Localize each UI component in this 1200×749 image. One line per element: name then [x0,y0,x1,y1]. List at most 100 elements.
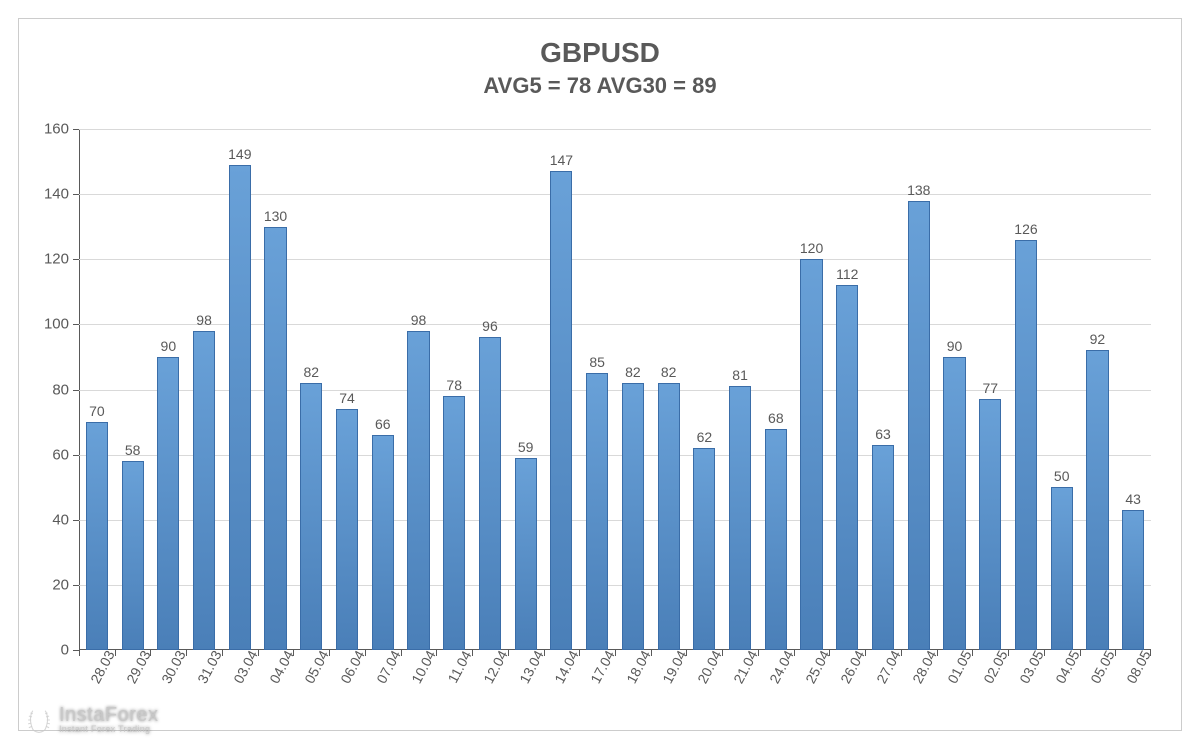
x-axis-label: 30.03 [158,648,189,686]
bar [264,227,286,650]
bar-value-label: 138 [907,182,930,198]
bar-slot: 12025.04 [794,129,830,650]
x-axis-label: 18.04 [623,648,654,686]
x-tick-mark [1115,650,1116,656]
bar-slot: 9612.04 [472,129,508,650]
bar-slot: 13828.04 [901,129,937,650]
bar-value-label: 130 [264,208,287,224]
chart-subtitle: AVG5 = 78 AVG30 = 89 [19,73,1181,99]
bar [515,458,537,650]
x-axis-label: 07.04 [373,648,404,686]
bar-slot: 8121.04 [722,129,758,650]
bar-value-label: 112 [836,266,858,282]
bar-slot: 7811.04 [436,129,472,650]
bar-value-label: 82 [661,364,677,380]
x-axis-label: 05.05 [1088,648,1119,686]
x-tick-mark [901,650,902,656]
bar [300,383,322,650]
bar-slot: 8218.04 [615,129,651,650]
x-tick-mark [401,650,402,656]
bar-slot: 14903.04 [222,129,258,650]
y-axis-label: 60 [52,446,69,463]
bar [443,396,465,650]
watermark-brand: InstaForex [59,705,158,725]
bar-value-label: 66 [375,416,391,432]
bar-value-label: 96 [482,318,498,334]
bar-value-label: 59 [518,439,534,455]
x-axis-label: 12.04 [480,648,511,686]
y-axis-label: 100 [44,316,69,333]
x-tick-mark [865,650,866,656]
bar-value-label: 82 [303,364,319,380]
x-tick-mark [579,650,580,656]
bar [729,386,751,650]
bar-slot: 4308.05 [1115,129,1151,650]
x-axis-label: 28.03 [87,648,118,686]
x-tick-mark [544,650,545,656]
x-tick-mark [829,650,830,656]
x-tick-mark [972,650,973,656]
bar-value-label: 92 [1090,331,1106,347]
x-axis-label: 14.04 [552,648,583,686]
bar-value-label: 50 [1054,468,1070,484]
bar-slot: 5913.04 [508,129,544,650]
bar [1015,240,1037,650]
x-tick-mark [1008,650,1009,656]
bar [479,337,501,650]
y-axis-label: 40 [52,511,69,528]
bar-value-label: 98 [196,312,212,328]
watermark-tagline: Instant Forex Trading [59,725,158,734]
x-tick-mark [79,650,80,656]
bar [372,435,394,650]
bar-value-label: 68 [768,410,784,426]
x-tick-mark [1150,650,1151,656]
bar-value-label: 81 [732,367,748,383]
x-axis-label: 10.04 [409,648,440,686]
x-tick-mark [436,650,437,656]
bar-value-label: 147 [550,152,573,168]
x-axis-label: 17.04 [587,648,618,686]
x-tick-mark [115,650,116,656]
bar-slot: 7702.05 [972,129,1008,650]
bar [979,399,1001,650]
bar [86,422,108,650]
x-axis-label: 13.04 [516,648,547,686]
bar [693,448,715,650]
bar [229,165,251,650]
bar-slot: 5004.05 [1044,129,1080,650]
bar [122,461,144,650]
x-tick-mark [508,650,509,656]
x-tick-mark [794,650,795,656]
bar-value-label: 78 [446,377,462,393]
x-axis-label: 03.04 [230,648,261,686]
bar-slot: 8517.04 [579,129,615,650]
x-tick-mark [222,650,223,656]
bar-value-label: 70 [89,403,105,419]
x-tick-mark [293,650,294,656]
x-tick-mark [329,650,330,656]
x-axis-label: 21.04 [730,648,761,686]
x-axis-label: 04.04 [266,648,297,686]
bar-value-label: 120 [800,240,823,256]
bar-value-label: 74 [339,390,355,406]
x-axis-label: 03.05 [1016,648,1047,686]
x-axis-label: 05.04 [301,648,332,686]
bar-value-label: 126 [1014,221,1037,237]
x-tick-mark [758,650,759,656]
bars-container: 7028.035829.039030.039831.0314903.041300… [79,129,1151,650]
x-tick-mark [1080,650,1081,656]
bar [336,409,358,650]
y-axis-label: 80 [52,381,69,398]
bar-slot: 14714.04 [544,129,580,650]
bar [765,429,787,650]
bar-slot: 7028.03 [79,129,115,650]
y-axis-label: 0 [61,642,69,659]
x-axis-label: 06.04 [337,648,368,686]
bar-slot: 9001.05 [937,129,973,650]
x-axis-label: 19.04 [659,648,690,686]
bar-value-label: 43 [1125,491,1141,507]
bar-value-label: 90 [947,338,963,354]
bar [908,201,930,650]
bar [586,373,608,650]
x-tick-mark [615,650,616,656]
